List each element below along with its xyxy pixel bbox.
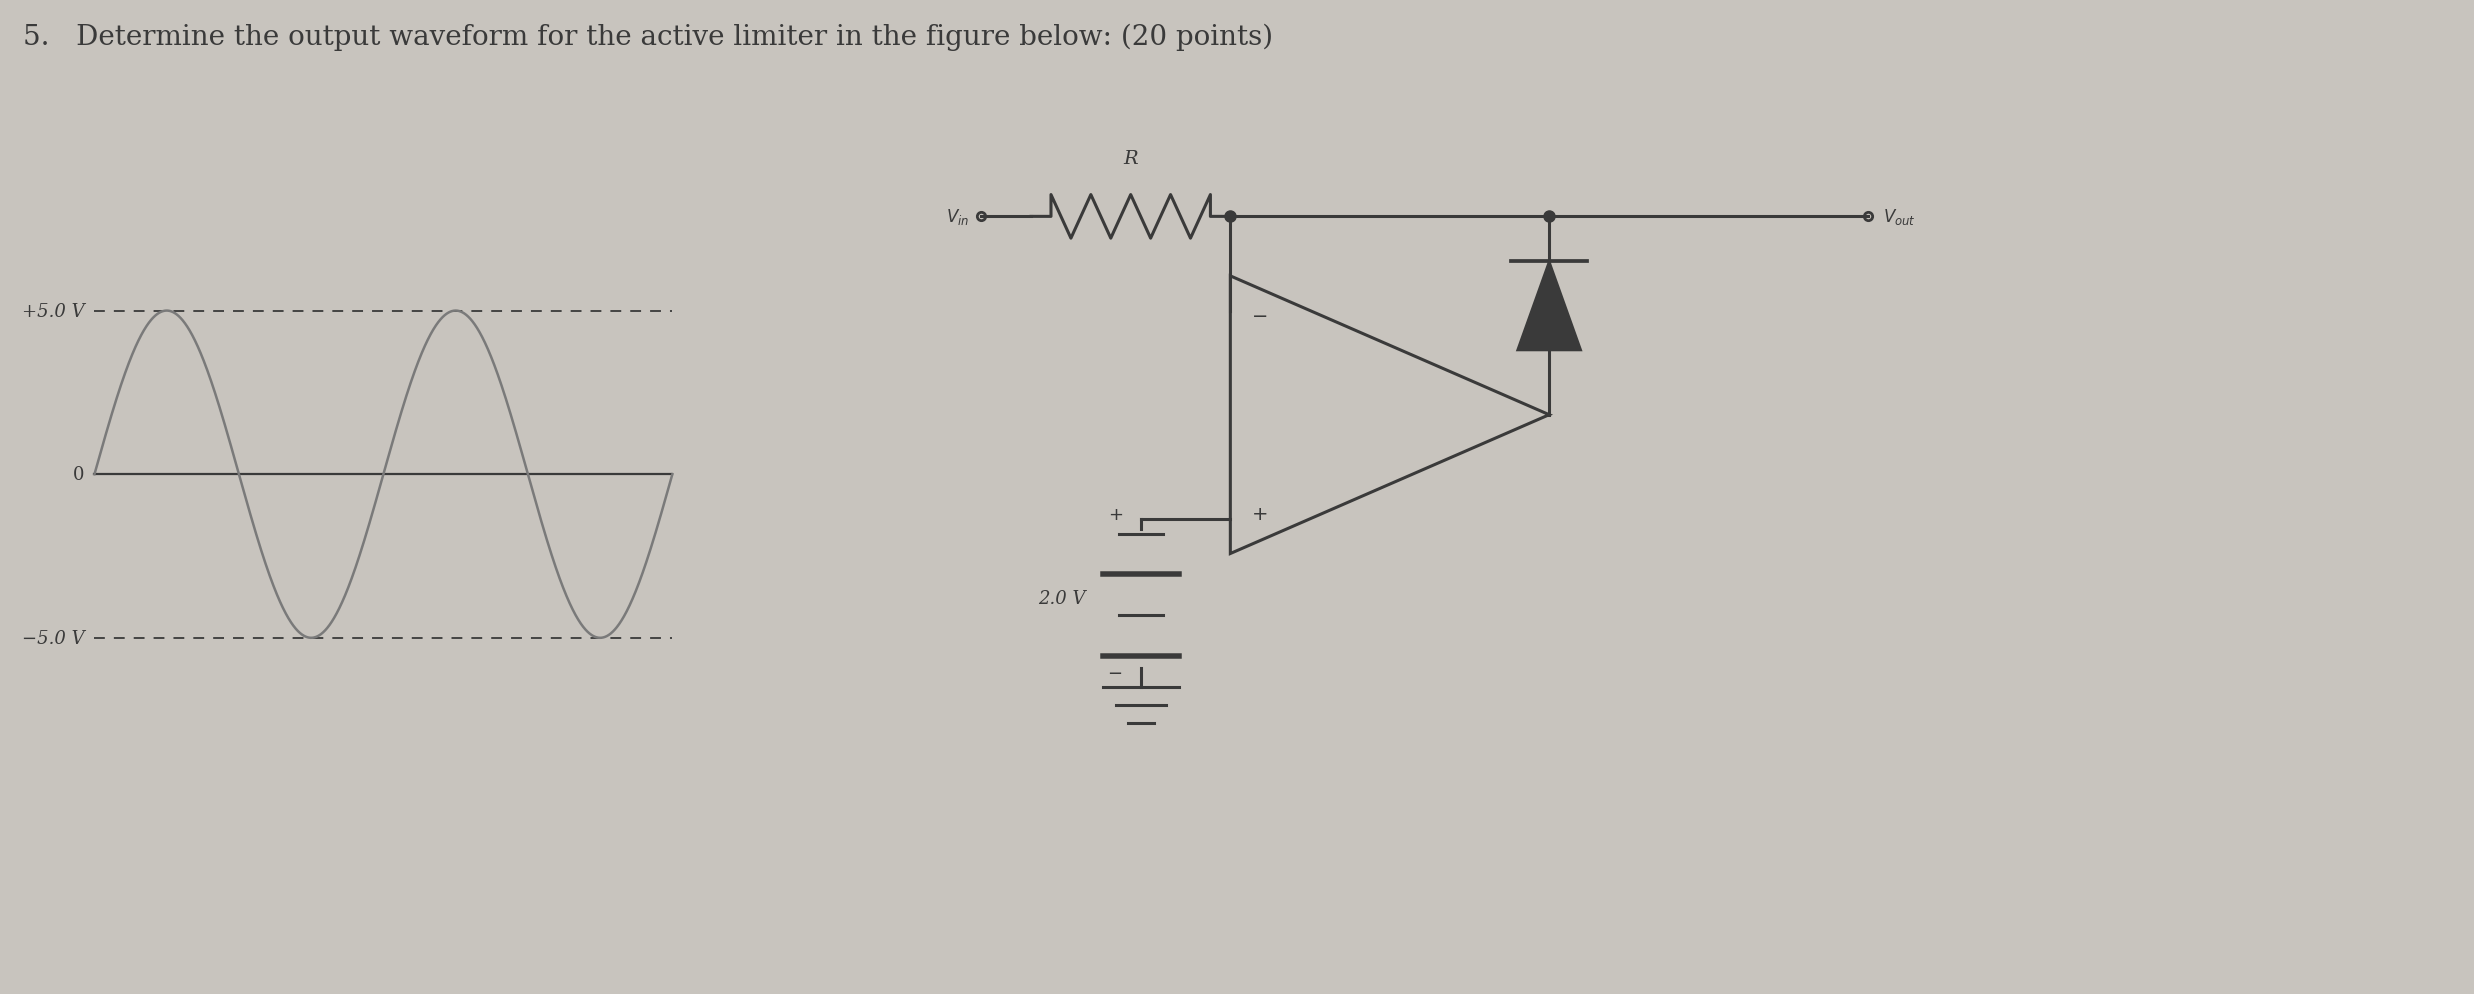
Text: 5.   Determine the output waveform for the active limiter in the figure below: (: 5. Determine the output waveform for the… [22, 24, 1272, 52]
Text: 2.0 V: 2.0 V [1039, 589, 1086, 607]
Text: −5.0 V: −5.0 V [22, 629, 84, 647]
Polygon shape [1517, 261, 1581, 351]
Text: $V_{out}$: $V_{out}$ [1883, 207, 1915, 228]
Text: $V_{in}$: $V_{in}$ [945, 207, 970, 228]
Text: +5.0 V: +5.0 V [22, 302, 84, 320]
Text: −: − [1252, 307, 1269, 326]
Text: 0: 0 [74, 466, 84, 484]
Text: R: R [1123, 150, 1138, 168]
Text: +: + [1252, 505, 1269, 524]
Text: −: − [1108, 664, 1123, 682]
Text: +: + [1108, 505, 1123, 523]
